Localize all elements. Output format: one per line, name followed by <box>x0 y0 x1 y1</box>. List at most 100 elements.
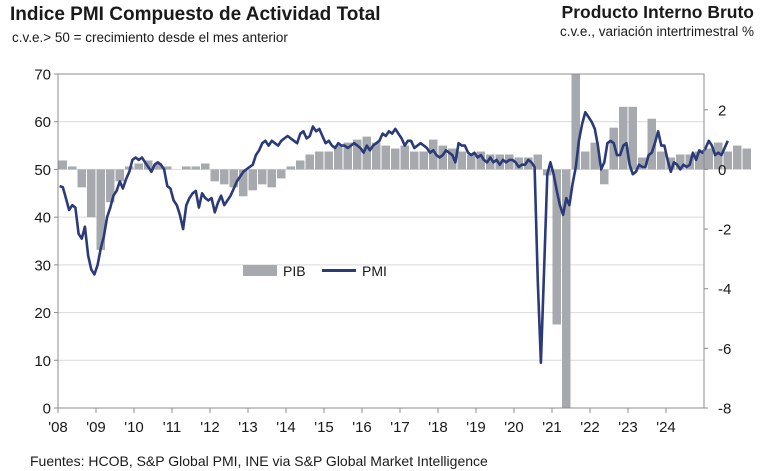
legend-gdp-label: PIB <box>283 263 306 279</box>
gdp-bar-48 <box>514 157 523 170</box>
x-tick-0: '08 <box>48 419 68 436</box>
right-tick--8: -8 <box>718 401 731 418</box>
right-tick-2: 2 <box>718 102 726 119</box>
gdp-bar-62 <box>647 118 656 170</box>
left-axis-ticks: 0 10 20 30 40 50 60 70 <box>34 67 58 418</box>
gdp-bar-56 <box>590 142 599 170</box>
left-tick-40: 40 <box>34 210 51 227</box>
gdp-bar-41 <box>448 148 457 170</box>
gdp-bar-10 <box>153 163 162 170</box>
plot-frame <box>57 73 705 409</box>
gdp-bar-13 <box>182 166 191 170</box>
gdp-bar-49 <box>524 157 533 170</box>
gdp-bars <box>58 74 751 408</box>
x-tick-8: '16 <box>352 419 372 436</box>
gdp-bar-1 <box>68 166 77 170</box>
gdp-bar-69 <box>714 142 723 170</box>
left-tick-10: 10 <box>34 353 51 370</box>
gdp-bar-53 <box>562 169 571 408</box>
gdp-bar-15 <box>201 163 210 170</box>
gdp-bar-52 <box>552 169 561 325</box>
gdp-bar-25 <box>296 160 305 170</box>
gdp-bar-6 <box>115 169 124 182</box>
gdp-bar-54 <box>571 74 580 170</box>
gdp-bar-23 <box>277 169 286 179</box>
right-tick-0: 0 <box>718 162 726 179</box>
gdp-bar-11 <box>163 166 172 170</box>
x-tick-15: '23 <box>618 419 638 436</box>
gdp-bar-21 <box>258 169 267 185</box>
gdp-bar-64 <box>666 157 675 170</box>
x-axis-ticks: '08 '09 '10 '11 '12 '13 '14 '15 '16 '17 '18 '19 '20 '… <box>48 408 676 436</box>
gdp-bar-44 <box>476 151 485 170</box>
gdp-bar-71 <box>733 145 742 170</box>
gdp-bar-43 <box>467 154 476 170</box>
gdp-bar-29 <box>334 145 343 170</box>
gdp-bar-2 <box>77 169 86 188</box>
gdp-bar-70 <box>723 151 732 170</box>
legend-pmi-label: PMI <box>362 263 387 279</box>
gdp-bar-63 <box>657 151 666 170</box>
gdp-bar-18 <box>229 169 238 188</box>
left-tick-70: 70 <box>34 67 51 84</box>
gdp-bar-72 <box>742 148 751 170</box>
gdp-bar-46 <box>495 154 504 170</box>
x-tick-13: '21 <box>542 419 562 436</box>
gdp-bar-16 <box>210 169 219 182</box>
gdp-bar-68 <box>704 148 713 170</box>
gdp-bar-0 <box>58 160 67 170</box>
gdp-bar-34 <box>381 145 390 170</box>
gdp-bar-36 <box>400 145 409 170</box>
gdp-bar-17 <box>220 169 229 185</box>
gdp-bar-30 <box>343 142 352 170</box>
x-tick-14: '22 <box>580 419 600 436</box>
gdp-bar-14 <box>191 166 200 170</box>
x-tick-2: '10 <box>124 419 144 436</box>
gdp-bar-39 <box>429 139 438 170</box>
source-note: Fuentes: HCOB, S&P Global PMI, INE via S… <box>30 453 488 469</box>
gdp-bar-33 <box>372 142 381 170</box>
right-tick--6: -6 <box>718 341 731 358</box>
gdp-bar-26 <box>305 154 314 170</box>
gdp-bar-20 <box>248 169 257 191</box>
left-tick-20: 20 <box>34 305 51 322</box>
x-tick-16: '24 <box>656 419 676 436</box>
grid-lines <box>58 73 704 409</box>
gdp-bar-65 <box>676 154 685 170</box>
gdp-bar-58 <box>609 127 618 170</box>
gdp-bar-55 <box>581 151 590 170</box>
x-tick-7: '15 <box>314 419 334 436</box>
gdp-bar-28 <box>324 151 333 170</box>
gdp-bar-42 <box>457 151 466 170</box>
gdp-bar-47 <box>505 154 514 170</box>
gdp-bar-37 <box>410 151 419 170</box>
left-tick-50: 50 <box>34 162 51 179</box>
gdp-bar-4 <box>96 169 105 250</box>
chart-title-right: Producto Interno Bruto <box>561 2 754 22</box>
gdp-bar-35 <box>391 148 400 170</box>
chart-subtitle-right: c.v.e., variación intertrimestral % <box>559 24 754 39</box>
legend: PIB PMI <box>243 263 387 279</box>
gdp-bar-24 <box>286 166 295 170</box>
gdp-bar-5 <box>106 169 115 203</box>
left-tick-0: 0 <box>43 401 51 418</box>
x-tick-10: '18 <box>428 419 448 436</box>
left-tick-60: 60 <box>34 114 51 131</box>
gdp-bar-3 <box>87 169 96 218</box>
right-axis-ticks: -8 -6 -4 -2 0 2 <box>704 102 731 418</box>
x-tick-5: '13 <box>238 419 258 436</box>
gdp-bar-31 <box>353 139 362 170</box>
x-tick-11: '19 <box>466 419 486 436</box>
left-tick-30: 30 <box>34 257 51 274</box>
x-tick-6: '14 <box>276 419 296 436</box>
x-tick-3: '11 <box>163 419 181 436</box>
legend-gdp-swatch <box>243 265 277 276</box>
chart-subtitle-left: c.v.e.> 50 = crecimiento desde el mes an… <box>12 30 288 45</box>
gdp-bar-38 <box>419 151 428 170</box>
x-tick-9: '17 <box>390 419 410 436</box>
gdp-bar-57 <box>600 169 609 185</box>
gdp-bar-61 <box>638 157 647 170</box>
x-tick-4: '12 <box>200 419 220 436</box>
gdp-bar-19 <box>239 169 248 197</box>
